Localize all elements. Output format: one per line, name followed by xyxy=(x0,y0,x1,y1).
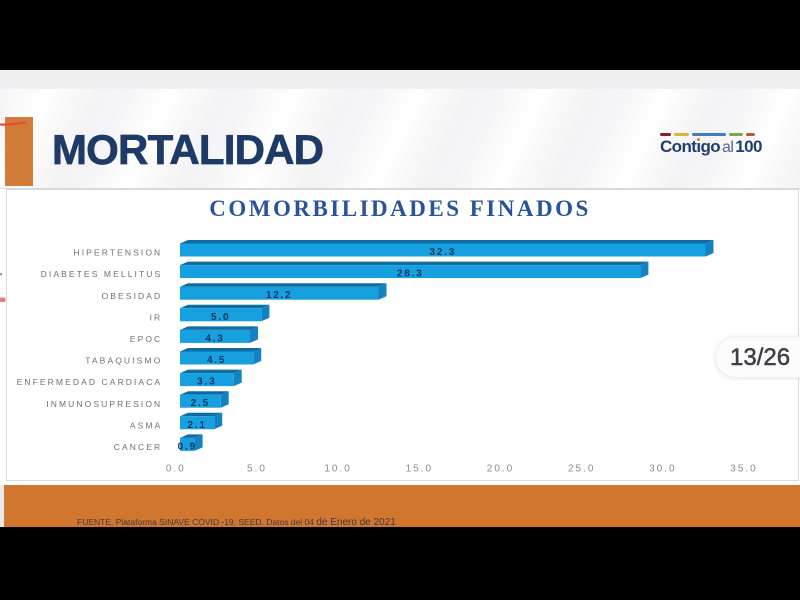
svg-text:30.0: 30.0 xyxy=(649,464,676,475)
svg-text:5.0: 5.0 xyxy=(247,464,267,475)
svg-text:3.3: 3.3 xyxy=(197,377,216,388)
svg-text:DIABETES MELLITUS: DIABETES MELLITUS xyxy=(41,269,163,279)
svg-text:TABAQUISMO: TABAQUISMO xyxy=(85,356,162,366)
svg-text:15.0: 15.0 xyxy=(406,464,433,475)
svg-text:INMUNOSUPRESION: INMUNOSUPRESION xyxy=(46,399,162,409)
svg-text:25.0: 25.0 xyxy=(568,464,595,475)
svg-text:EPOC: EPOC xyxy=(130,334,163,344)
svg-text:HIPERTENSION: HIPERTENSION xyxy=(73,248,162,258)
svg-text:ENFERMEDAD CARDIACA: ENFERMEDAD CARDIACA xyxy=(17,377,163,387)
svg-text:10.0: 10.0 xyxy=(324,464,351,475)
svg-text:0.0: 0.0 xyxy=(166,464,186,475)
svg-text:2.5: 2.5 xyxy=(191,398,210,409)
svg-text:ASMA: ASMA xyxy=(130,420,163,430)
svg-text:12.2: 12.2 xyxy=(266,290,293,301)
svg-text:28.3: 28.3 xyxy=(397,269,424,280)
svg-text:4.3: 4.3 xyxy=(205,333,224,344)
svg-text:32.3: 32.3 xyxy=(429,247,456,258)
svg-text:OBESIDAD: OBESIDAD xyxy=(102,291,163,301)
svg-text:0.9: 0.9 xyxy=(178,441,197,452)
svg-text:4.5: 4.5 xyxy=(207,355,226,366)
svg-text:2.1: 2.1 xyxy=(187,420,206,431)
svg-text:35.0: 35.0 xyxy=(730,464,757,475)
svg-text:IR: IR xyxy=(150,312,163,322)
svg-text:5.0: 5.0 xyxy=(211,312,230,323)
svg-text:CANCER: CANCER xyxy=(114,442,163,452)
svg-text:20.0: 20.0 xyxy=(487,464,514,475)
